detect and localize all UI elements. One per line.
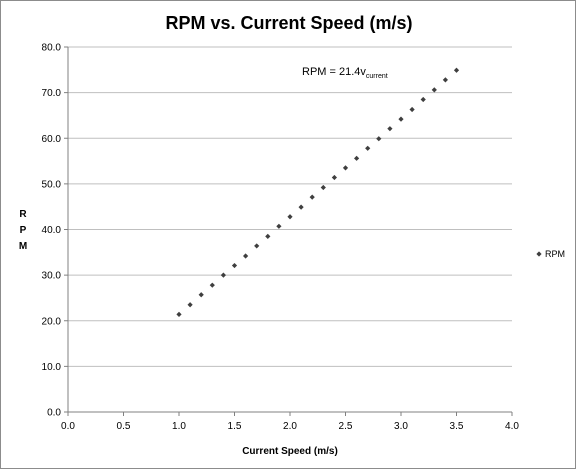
y-tick-label: 50.0 [42, 179, 62, 190]
data-point [398, 116, 404, 122]
data-point [420, 96, 426, 103]
legend-label: RPM [545, 249, 565, 259]
data-point [331, 174, 337, 181]
data-point [298, 204, 304, 210]
y-tick-label: 70.0 [42, 88, 62, 99]
y-tick-label: 60.0 [42, 134, 62, 145]
data-point [220, 272, 226, 278]
chart-title: RPM vs. Current Speed (m/s) [165, 13, 412, 33]
y-tick-label: 80.0 [42, 43, 62, 54]
data-point [309, 194, 315, 200]
x-tick-label: 4.0 [505, 421, 519, 432]
tick-labels: 0.0 10.0 20.0 30.0 40.0 50.0 60.0 70.0 80.0 0.0 0.… [42, 43, 520, 433]
data-point [276, 223, 282, 229]
y-axis-title: RPM [19, 209, 28, 252]
x-tick-label: 1.0 [172, 421, 186, 432]
legend: RPM [536, 249, 565, 259]
y-axis-title-letter: M [19, 241, 27, 252]
data-point [176, 311, 182, 317]
data-point [442, 77, 448, 83]
data-point [342, 165, 349, 171]
data-point [354, 155, 360, 161]
data-point [387, 126, 393, 132]
x-axis-title: Current Speed (m/s) [242, 446, 338, 457]
data-point [198, 292, 204, 298]
y-tick-label: 0.0 [47, 408, 61, 419]
y-tick-label: 30.0 [42, 271, 62, 282]
data-point [365, 145, 371, 151]
data-point [320, 184, 326, 191]
equation-annotation: RPM = 21.4vcurrent [302, 66, 388, 80]
x-tick-label: 0.0 [61, 421, 75, 432]
equation-subscript: current [366, 73, 388, 80]
data-point [254, 243, 260, 249]
axes [64, 46, 513, 416]
data-point [409, 106, 415, 113]
data-point [287, 214, 293, 220]
x-tick-label: 1.5 [228, 421, 242, 432]
x-tick-label: 3.0 [394, 421, 408, 432]
data-point [231, 262, 238, 269]
data-point [243, 253, 249, 259]
legend-marker [536, 251, 542, 257]
data-point [209, 282, 215, 288]
x-tick-label: 0.5 [117, 421, 131, 432]
y-axis-title-letter: R [19, 209, 27, 220]
data-point [431, 87, 437, 93]
x-tick-label: 2.0 [283, 421, 297, 432]
y-axis-title-letter: P [20, 225, 27, 236]
equation-text: RPM = 21.4v [302, 66, 366, 78]
data-point [453, 67, 460, 73]
data-point [187, 302, 193, 308]
y-tick-label: 20.0 [42, 316, 62, 327]
gridlines [68, 46, 512, 367]
data-points [176, 67, 460, 317]
data-point [265, 233, 271, 239]
y-tick-label: 10.0 [42, 362, 62, 373]
x-tick-label: 2.5 [339, 421, 353, 432]
data-point [376, 136, 382, 142]
x-tick-label: 3.5 [450, 421, 464, 432]
y-tick-label: 40.0 [42, 225, 62, 236]
